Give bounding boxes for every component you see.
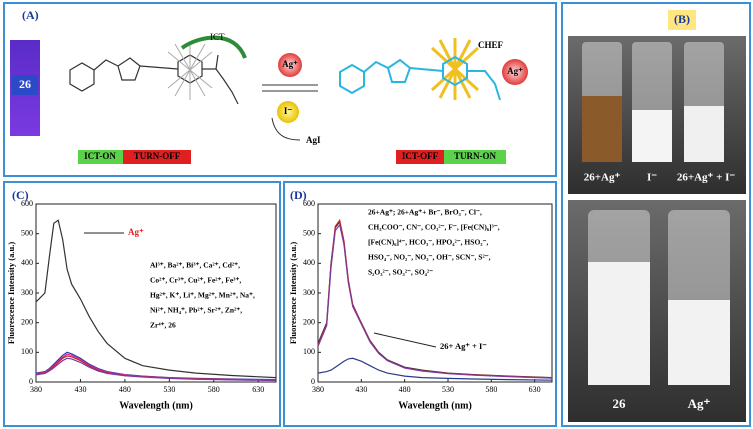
state-box [396,150,444,164]
y-axis-label: Fluorescence Intensity (a.u.) [288,242,298,344]
iodide-label: I⁻ [284,106,293,116]
state-label: ICT-ON [84,151,116,161]
x-tick-label: 530 [163,385,175,394]
ict-fan [167,42,213,100]
label-box [668,10,696,30]
spectrum-line [35,219,277,379]
x-tick-label: 630 [529,385,541,394]
annotation-line: CH₃COO⁻, CN⁻, CO₃²⁻, F⁻, [Fe(CN)₆]³⁻, [368,223,500,232]
y-tick-label: 500 [303,228,315,237]
ag-ball [502,59,528,85]
agi-label: AgI [306,135,321,145]
x-axis-label: Wavelength (nm) [398,400,472,411]
y-tick-label: 400 [303,258,315,267]
panel-c-frame [3,181,281,427]
vial-label-box [12,75,38,95]
y-tick-label: 300 [21,288,33,297]
vials-top [582,42,724,162]
ag-label: Ag⁺ [282,59,298,69]
i-ball [277,101,299,123]
y-tick-label: 0 [311,377,315,386]
annotation-line: S₂O₃²⁻, SO₃²⁻, SO₄²⁻ [368,268,433,277]
vial-caption: Ag⁺ [688,396,711,411]
x-axis-label: Wavelength (nm) [119,400,193,411]
x-tick-label: 580 [208,385,220,394]
x-tick-label: 380 [30,385,42,394]
state-box [444,150,506,164]
y-tick-label: 600 [303,199,315,208]
y-tick-label: 100 [303,347,315,356]
state-box [123,150,191,164]
annotation-line: 26+Ag⁺; 26+Ag⁺+ Br⁻, BrO₃⁻, Cl⁻, [368,208,482,217]
y-tick-label: 500 [21,228,33,237]
panel-label: (B) [674,12,690,26]
x-tick-label: 480 [399,385,411,394]
x-tick-label: 430 [355,385,367,394]
annotation-line: HSO₄⁻, NO₂⁻, NO₃⁻, OH⁻, SCN⁻, S²⁻, [368,253,491,262]
vial-caption: I⁻ [647,172,657,184]
panel-label: (C) [12,188,29,202]
molecule-right [339,55,501,101]
annotation-arrow [373,332,437,348]
chef-label: CHEF [478,40,504,50]
panel-d-frame [283,181,557,427]
annotation-line: Al³⁺, Ba²⁺, Bi³⁺, Ca²⁺, Cd²⁺, [150,261,240,270]
annotation-line: [Fe(CN)₆]⁴⁻, HCO₃⁻, HPO₄²⁻, HSO₃⁻, [368,238,488,247]
annotation: Ag⁺ [128,227,144,237]
y-tick-label: 200 [303,317,315,326]
state-label: TURN-ON [454,151,496,161]
x-tick-label: 530 [442,385,454,394]
x-tick-label: 480 [119,385,131,394]
y-tick-label: 200 [21,317,33,326]
ag-complex-label: Ag⁺ [507,66,523,76]
arrow [271,117,301,141]
x-tick-label: 430 [74,385,86,394]
x-tick-label: 380 [312,385,324,394]
annotation: 26+ Ag⁺ + I⁻ [440,341,487,351]
annotation-line: Hg²⁺, K⁺, Li⁺, Mg²⁺, Mn²⁺, Na⁺, [150,291,255,300]
molecule-left [69,54,239,105]
annotation-line: Co²⁺, Cr³⁺, Cu²⁺, Fe²⁺, Fe³⁺, [150,276,241,285]
panel-label: (D) [290,188,307,202]
vial-caption: 26 [613,396,627,411]
x-tick-label: 580 [485,385,497,394]
glow-fan [430,38,480,100]
spectrum-line [35,357,277,382]
y-tick-label: 400 [21,258,33,267]
panel-label: (A) [22,8,39,22]
annotation-line: Ni²⁺, NH₄⁺, Pb²⁺, Sr²⁺, Zn²⁺, [150,306,242,315]
annotation-line: Zr⁴⁺, 26 [150,321,176,330]
vials-bottom [588,210,730,385]
vial-label: 26 [19,77,31,91]
state-label: ICT-OFF [402,151,439,161]
spectrum-line [317,357,553,381]
state-label: TURN-OFF [134,151,181,161]
x-tick-label: 630 [252,385,264,394]
y-tick-label: 300 [303,288,315,297]
y-tick-label: 0 [29,377,33,386]
ict-label: ICT [210,32,225,42]
vial-caption: 26+Ag⁺ + I⁻ [677,172,736,184]
state-box [78,150,123,164]
spectrum-line [317,223,553,379]
y-tick-label: 600 [21,199,33,208]
vial-caption: 26+Ag⁺ [584,172,621,184]
y-axis-label: Fluorescence Intensity (a.u.) [6,242,16,344]
ict-arrow [180,35,247,59]
y-tick-label: 100 [21,347,33,356]
ag-ball [278,53,302,77]
